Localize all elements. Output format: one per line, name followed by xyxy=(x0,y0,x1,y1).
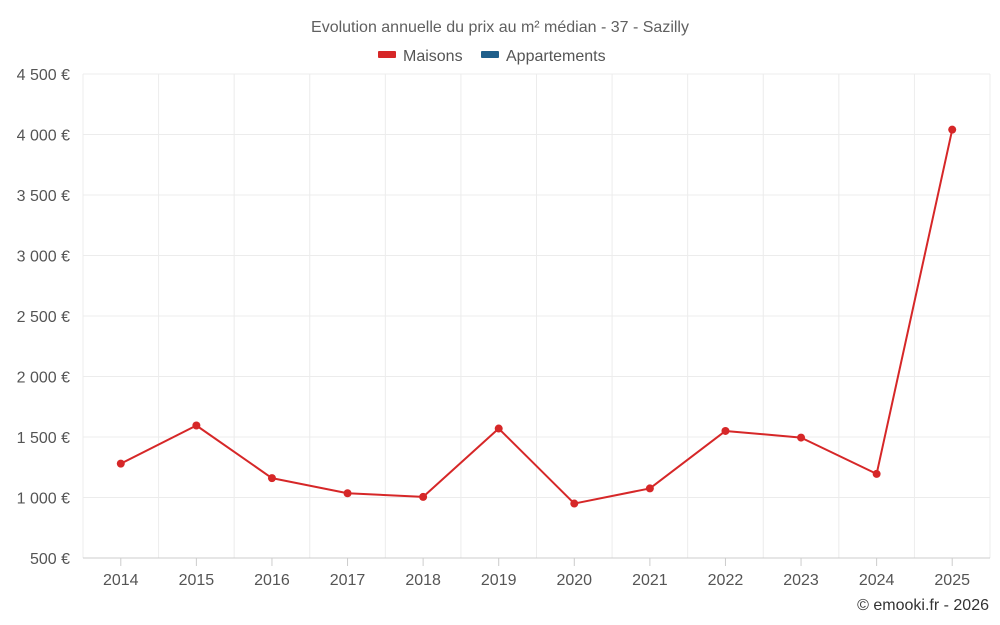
y-tick-label: 4 500 € xyxy=(17,67,70,84)
credit-text: © emooki.fr - 2026 xyxy=(857,597,989,614)
x-tick-label: 2017 xyxy=(330,572,366,589)
y-tick-label: 4 000 € xyxy=(17,128,70,145)
x-tick-label: 2021 xyxy=(632,572,668,589)
data-point-maisons[interactable] xyxy=(872,469,881,478)
y-tick-label: 2 000 € xyxy=(17,370,70,387)
data-point-maisons[interactable] xyxy=(267,474,276,483)
data-point-maisons[interactable] xyxy=(192,421,201,430)
x-tick-label: 2018 xyxy=(405,572,441,589)
chart-title: Evolution annuelle du prix au m² médian … xyxy=(311,19,689,36)
data-point-maisons[interactable] xyxy=(494,424,503,433)
y-tick-label: 3 000 € xyxy=(17,249,70,266)
legend-swatch-maisons xyxy=(378,51,396,58)
data-point-maisons[interactable] xyxy=(570,499,579,508)
y-tick-label: 1 500 € xyxy=(17,430,70,447)
data-point-maisons[interactable] xyxy=(116,459,125,468)
legend-item-appartements[interactable]: Appartements xyxy=(481,48,606,65)
x-tick-label: 2023 xyxy=(783,572,819,589)
x-tick-label: 2015 xyxy=(179,572,215,589)
data-point-maisons[interactable] xyxy=(721,426,730,435)
data-point-maisons[interactable] xyxy=(419,492,428,501)
series-line-maisons xyxy=(120,129,954,505)
y-tick-label: 1 000 € xyxy=(17,491,70,508)
x-tick-label: 2014 xyxy=(103,572,139,589)
x-tick-label: 2022 xyxy=(708,572,744,589)
plot-series xyxy=(116,125,957,508)
x-axis: 2014 2015 2016 2017 2018 2019 2020 2021 2022 2023… xyxy=(83,557,990,589)
data-point-maisons[interactable] xyxy=(948,125,957,134)
legend: Maisons Appartements xyxy=(378,48,606,65)
data-point-maisons[interactable] xyxy=(797,433,806,442)
legend-item-maisons[interactable]: Maisons xyxy=(378,48,463,65)
y-axis: 4 500 € 4 000 € 3 500 € 3 000 € 2 500 € 2 000… xyxy=(17,67,70,568)
y-tick-label: 2 500 € xyxy=(17,309,70,326)
y-tick-label: 3 500 € xyxy=(17,188,70,205)
data-point-maisons[interactable] xyxy=(343,489,352,498)
x-tick-label: 2016 xyxy=(254,572,290,589)
data-point-maisons[interactable] xyxy=(645,484,654,493)
legend-label-maisons: Maisons xyxy=(403,48,463,65)
y-tick-label: 500 € xyxy=(30,551,70,568)
grid xyxy=(82,73,991,558)
legend-swatch-appartements xyxy=(481,51,499,58)
legend-label-appartements: Appartements xyxy=(506,48,606,65)
x-tick-label: 2020 xyxy=(556,572,592,589)
x-tick-label: 2019 xyxy=(481,572,517,589)
x-tick-label: 2024 xyxy=(859,572,895,589)
x-tick-label: 2025 xyxy=(934,572,970,589)
